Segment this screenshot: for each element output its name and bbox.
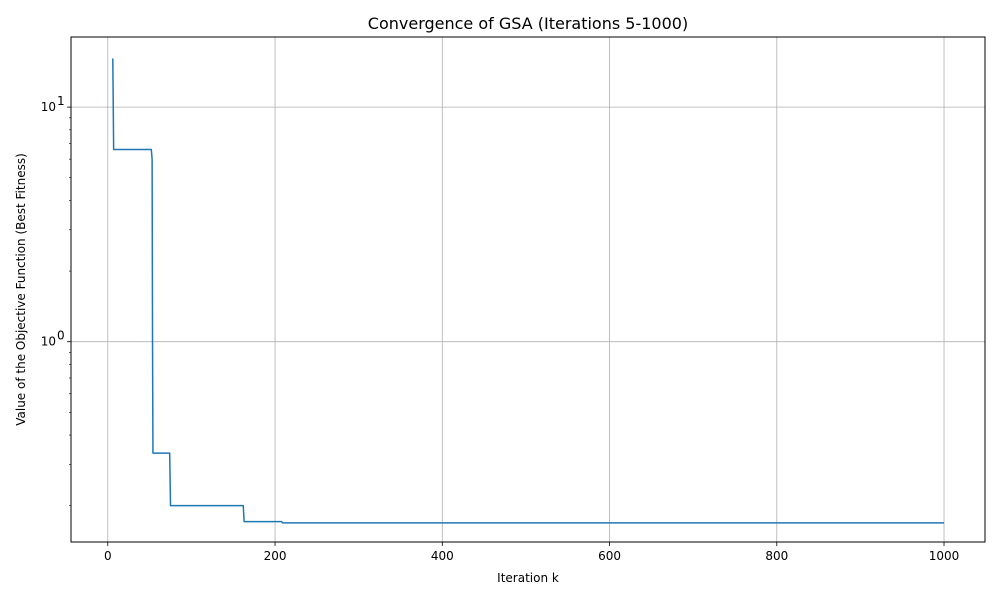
y-tick-exponent: 1 [57,94,65,108]
convergence-line [111,58,945,524]
x-tick-label: 400 [431,549,454,563]
x-tick-label: 600 [598,549,621,563]
grid [71,37,985,542]
y-tick-label: 10 [41,100,56,114]
x-tick-label: 800 [765,549,788,563]
x-axis-label: Iteration k [497,571,559,585]
chart-title: Convergence of GSA (Iterations 5-1000) [368,14,688,33]
plot-frame [70,36,986,543]
x-tick-label: 200 [264,549,287,563]
y-tick-label: 10 [41,335,56,349]
x-axis-ticks: 0 200 400 600 800 1000 [104,542,959,563]
x-tick-label: 0 [104,549,112,563]
y-axis-label: Value of the Objective Function (Best Fi… [14,153,28,426]
y-tick-exponent: 0 [57,329,65,343]
series [111,58,945,524]
x-tick-label: 1000 [929,549,960,563]
